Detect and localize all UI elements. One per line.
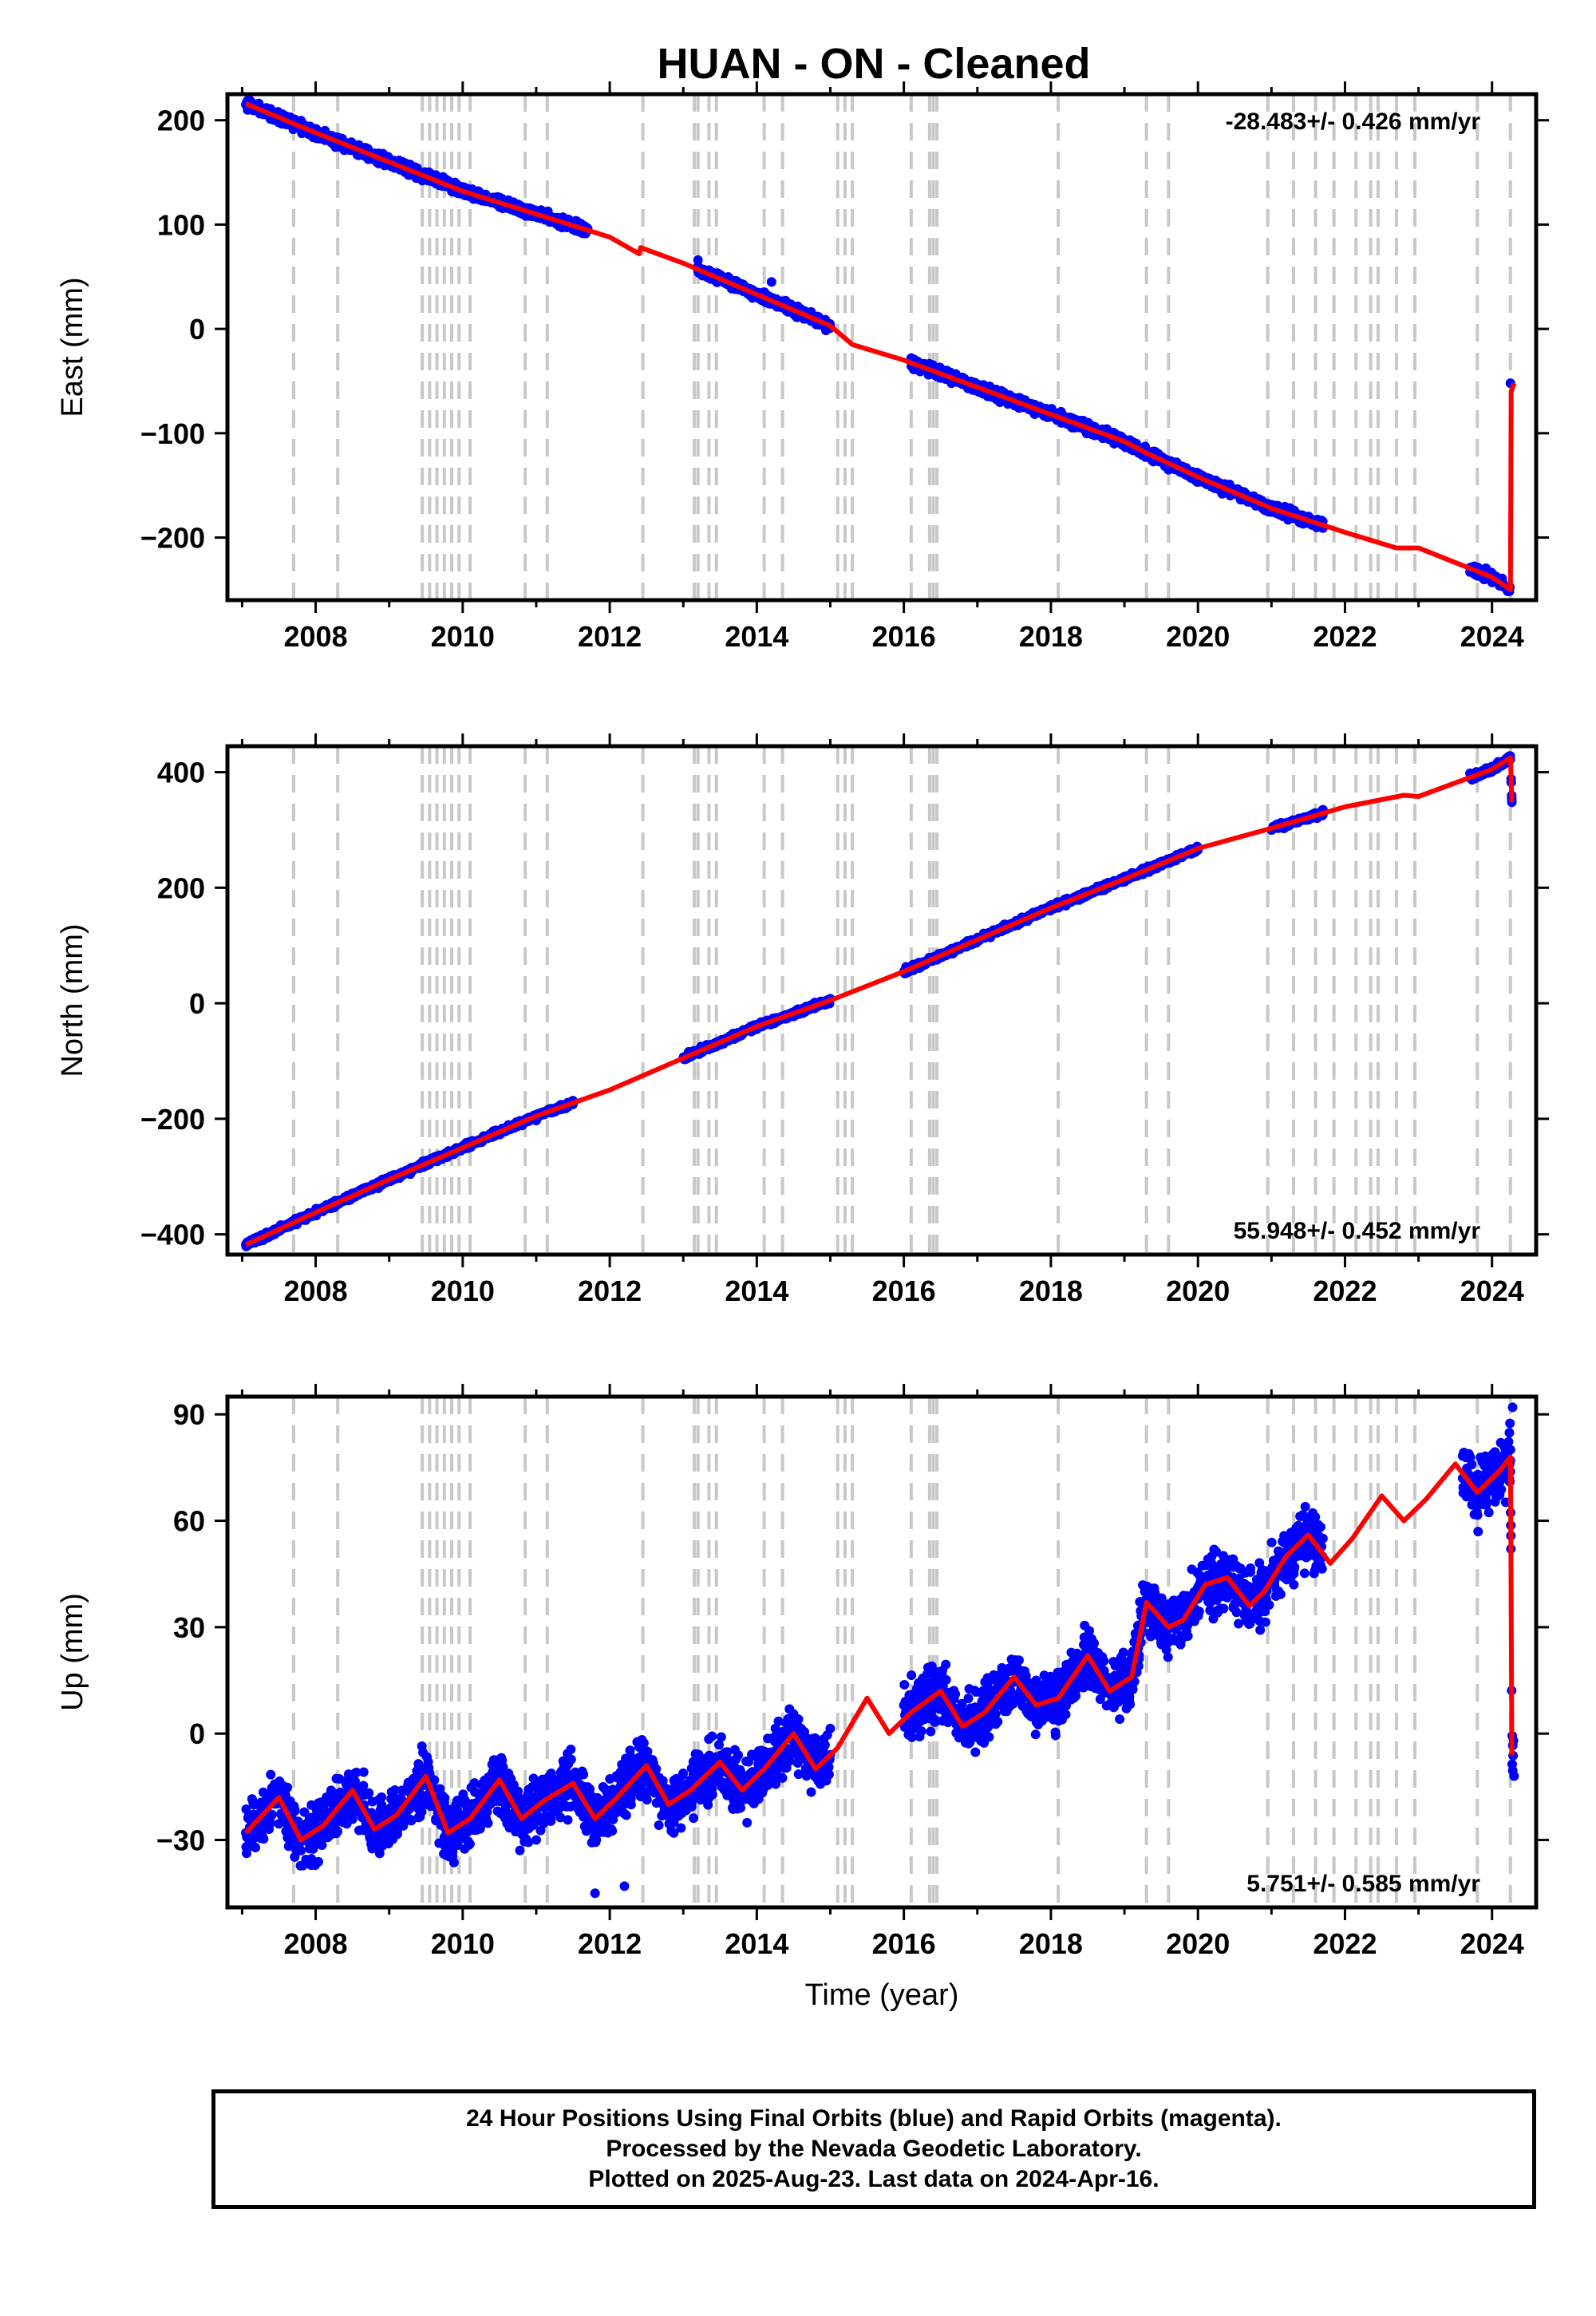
east-y-tick-label: 0 bbox=[189, 313, 205, 346]
figure-title: HUAN - ON - Cleaned bbox=[657, 40, 1090, 88]
east-x-tick-label: 2012 bbox=[578, 620, 642, 653]
east-model-fit-line bbox=[244, 101, 1517, 592]
east-x-tick-label: 2024 bbox=[1460, 620, 1524, 653]
east-x-tick-label: 2008 bbox=[284, 620, 348, 653]
east-x-tick-label: 2010 bbox=[431, 620, 495, 653]
north-panel: 2008 2010 2012 2014 2016 2018 2020 2022 2024−400… bbox=[56, 733, 1549, 1307]
east-data-point bbox=[766, 277, 776, 287]
east-panel: 2008 2010 2012 2014 2016 2018 2020 2022 2024 −200… bbox=[56, 81, 1549, 653]
east-y-tick-label: 200 bbox=[157, 105, 205, 137]
east-y-tick-label: 100 bbox=[157, 208, 205, 241]
east-x-tick-label: 2020 bbox=[1166, 620, 1230, 653]
east-y-tick-label: −200 bbox=[140, 522, 205, 555]
east-data-point bbox=[927, 360, 938, 370]
east-x-tick-label: 2022 bbox=[1313, 620, 1377, 653]
east-x-tick-label: 2016 bbox=[872, 620, 936, 653]
east-x-tick-label: 2018 bbox=[1019, 620, 1083, 653]
east-y-tick-label: −100 bbox=[140, 417, 205, 450]
east-y-axis-label: East (mm) bbox=[56, 277, 89, 417]
east-x-tick-label: 2014 bbox=[725, 620, 788, 653]
east-velocity-label: -28.483+/- 0.426 mm/yr bbox=[1226, 109, 1481, 135]
east-plot-frame bbox=[225, 92, 1539, 603]
